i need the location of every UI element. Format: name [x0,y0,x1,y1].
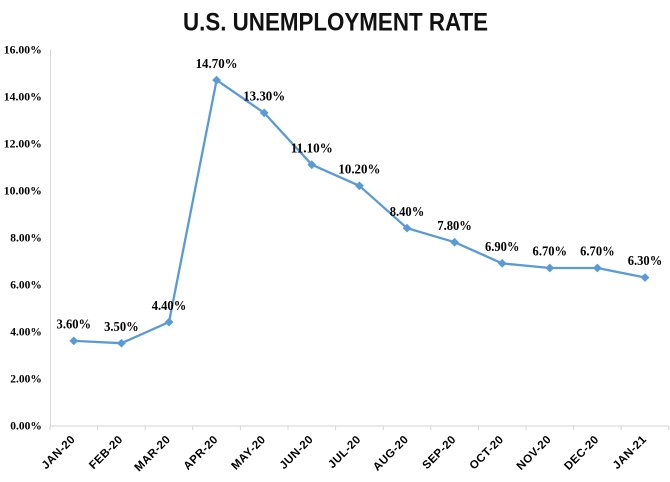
svg-text:8.40%: 8.40% [390,204,425,219]
svg-text:3.60%: 3.60% [57,317,92,332]
svg-text:3.50%: 3.50% [104,319,139,334]
svg-text:6.70%: 6.70% [580,244,615,259]
svg-text:2.00%: 2.00% [10,371,42,385]
svg-text:14.00%: 14.00% [4,89,42,103]
svg-text:11.10%: 11.10% [291,140,333,155]
svg-text:14.70%: 14.70% [196,56,238,71]
svg-text:6.90%: 6.90% [485,239,520,254]
svg-text:0.00%: 0.00% [10,418,42,432]
svg-text:10.20%: 10.20% [338,162,380,177]
svg-text:12.00%: 12.00% [4,136,42,150]
svg-text:16.00%: 16.00% [4,42,42,56]
svg-text:U.S. UNEMPLOYMENT RATE: U.S. UNEMPLOYMENT RATE [183,8,488,36]
svg-text:10.00%: 10.00% [4,183,42,197]
svg-text:7.80%: 7.80% [437,218,472,233]
svg-text:8.00%: 8.00% [10,230,42,244]
svg-text:13.30%: 13.30% [243,89,285,104]
svg-text:6.30%: 6.30% [628,253,663,268]
svg-text:4.00%: 4.00% [10,324,42,338]
svg-text:4.40%: 4.40% [152,298,187,313]
svg-text:6.70%: 6.70% [533,244,568,259]
svg-text:6.00%: 6.00% [10,277,42,291]
